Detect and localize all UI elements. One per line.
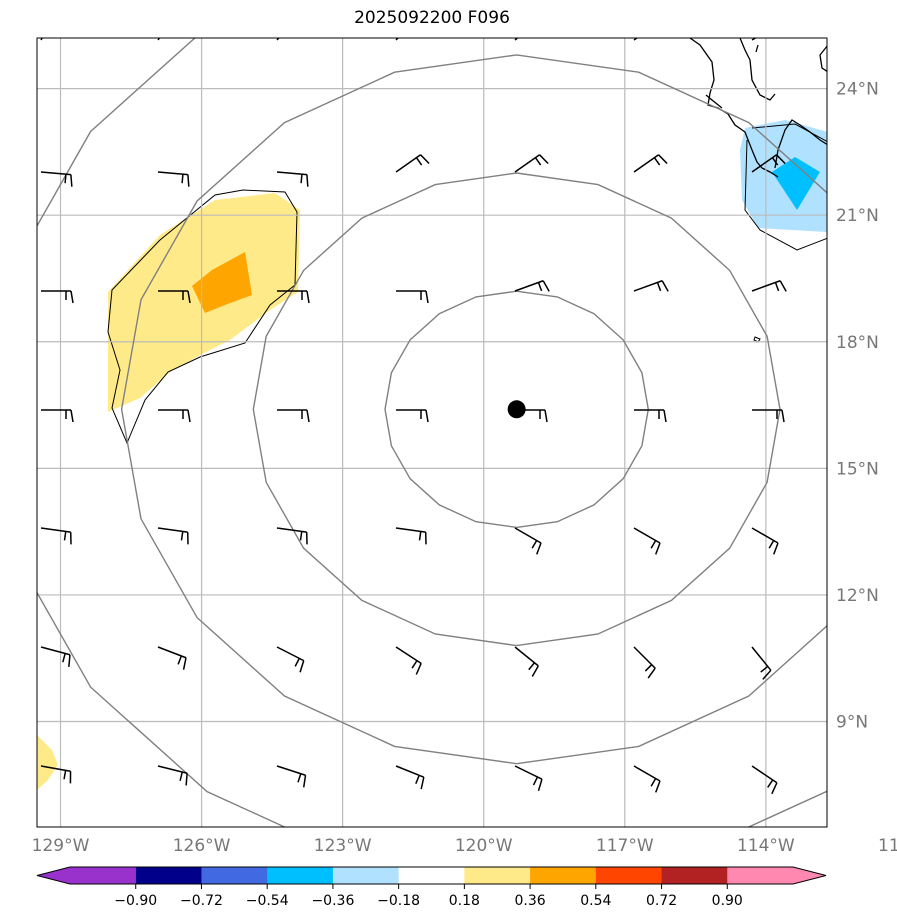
- coastline: [819, 45, 827, 73]
- range-ring: [120, 54, 827, 765]
- colorbar-tick-label: 0.18: [449, 893, 480, 909]
- colorbar-swatch: [37, 867, 136, 884]
- latitude-label: 24°N: [836, 80, 879, 100]
- wind-barb: [276, 171, 309, 187]
- wind-barb: [277, 409, 310, 423]
- wind-barb: [40, 765, 72, 784]
- wind-barb: [395, 38, 400, 41]
- latitude-label: 21°N: [836, 206, 879, 226]
- wind-barb: [158, 409, 191, 423]
- wind-barb: [514, 765, 543, 792]
- wind-barb: [157, 646, 187, 670]
- wind-barb: [514, 527, 542, 555]
- wind-barb: [634, 409, 667, 423]
- colorbar-swatch: [595, 867, 663, 884]
- wind-barb: [276, 38, 280, 41]
- colorbar-tick-label: −0.72: [180, 893, 223, 909]
- wind-barb: [40, 527, 72, 545]
- wind-barb: [514, 154, 549, 173]
- wind-barb: [751, 154, 786, 173]
- longitude-label: 129°W: [32, 836, 90, 856]
- wind-barb: [751, 765, 778, 795]
- colorbar-swatch: [201, 867, 268, 884]
- longitude-label: 111°W: [878, 836, 897, 856]
- wind-barb: [514, 38, 519, 41]
- wind-barb: [514, 646, 539, 677]
- colorbar-tick-label: 0.54: [580, 893, 611, 909]
- positive-anomaly-corner: [37, 735, 58, 790]
- latitude-label: 9°N: [836, 713, 868, 733]
- wind-barb: [633, 154, 668, 173]
- wind-barb: [395, 527, 427, 545]
- latitude-label: 12°N: [836, 586, 879, 606]
- wind-barb: [633, 280, 669, 292]
- wind-barb: [396, 409, 429, 423]
- wind-barb: [633, 38, 639, 41]
- wind-barb: [751, 280, 787, 292]
- longitude-label: 120°W: [455, 836, 513, 856]
- colorbar-swatch: [464, 867, 531, 884]
- wind-barb: [276, 527, 308, 545]
- wind-barb: [277, 290, 310, 304]
- wind-barb: [395, 765, 425, 790]
- wind-barb: [395, 646, 422, 675]
- wind-barb: [633, 527, 661, 555]
- colorbar-swatch: [530, 867, 597, 884]
- longitude-label: 126°W: [173, 836, 231, 856]
- range-ring: [384, 290, 649, 529]
- colorbar-tick-label: −0.90: [114, 893, 157, 909]
- colorbar-swatch: [661, 867, 728, 884]
- longitude-label: 117°W: [596, 836, 654, 856]
- latitude-label: 18°N: [836, 333, 879, 353]
- strong-negative-anomaly-region: [772, 157, 820, 210]
- colorbar-outline: [36, 866, 827, 885]
- wind-barb: [276, 646, 305, 673]
- wind-barb: [157, 38, 161, 41]
- colorbar-tick-label: −0.54: [246, 893, 289, 909]
- wind-barb: [514, 280, 550, 292]
- wind-barb: [40, 646, 71, 667]
- wind-barb: [41, 290, 74, 304]
- colorbar: −0.90 −0.72 −0.54 −0.36 −0.18 0.18 0.36 0.54 0.7…: [36, 866, 827, 909]
- wind-barb: [157, 171, 190, 187]
- wind-barb: [751, 646, 772, 680]
- wind-barb: [752, 409, 785, 423]
- strong-positive-anomaly-region: [192, 252, 252, 313]
- latitude-label: 15°N: [836, 459, 879, 479]
- colorbar-tick-label: 0.36: [515, 893, 546, 909]
- longitude-label: 123°W: [314, 836, 372, 856]
- wind-barb: [395, 154, 430, 173]
- colorbar-tick-label: −0.36: [311, 893, 354, 909]
- wind-barb: [158, 290, 191, 304]
- wind-barb: [396, 290, 429, 304]
- wind-barb: [276, 765, 307, 788]
- wind-barb: [751, 527, 779, 555]
- colorbar-swatch: [332, 867, 400, 884]
- storm-center-marker: [507, 400, 526, 419]
- wind-barb: [40, 171, 73, 187]
- colorbar-tick-label: 0.90: [712, 893, 743, 909]
- range-ring: [252, 172, 781, 647]
- colorbar-swatch: [398, 867, 465, 884]
- map-frame: [36, 37, 828, 828]
- colorbar-swatch: [135, 867, 202, 884]
- wind-barb: [157, 765, 188, 786]
- coastline: [739, 38, 776, 101]
- wind-barb: [157, 527, 189, 545]
- wind-barb: [40, 38, 44, 41]
- colorbar-tick-label: 0.72: [646, 893, 677, 909]
- coastline: [705, 94, 723, 109]
- wind-barb: [41, 409, 74, 423]
- colorbar-swatch: [267, 867, 334, 884]
- wind-barb: [633, 765, 661, 793]
- colorbar-tick-label: −0.18: [377, 893, 420, 909]
- wind-barb: [633, 646, 656, 679]
- colorbar-swatch: [727, 867, 826, 884]
- longitude-label: 114°W: [737, 836, 795, 856]
- anomaly-contour: [107, 189, 298, 445]
- map-title: 2025092200 F096: [354, 8, 510, 28]
- range-ring: [37, 38, 827, 827]
